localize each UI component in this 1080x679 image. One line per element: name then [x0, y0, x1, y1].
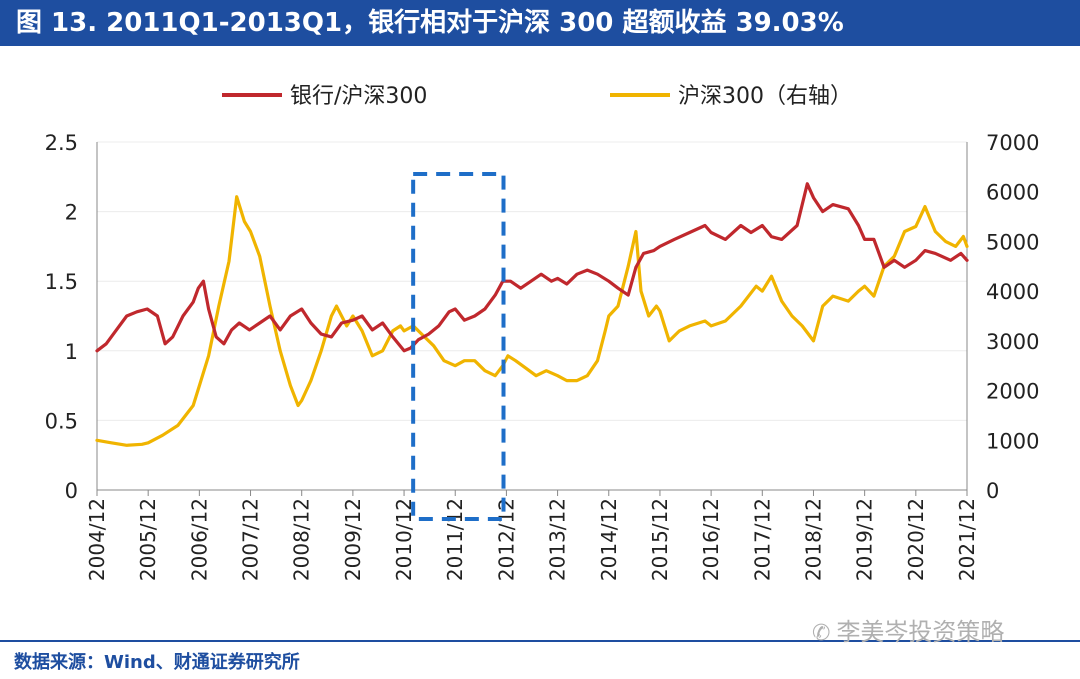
- wechat-icon: ✆: [812, 621, 831, 646]
- y-right-tick-label: 4000: [986, 280, 1039, 304]
- y-right-tick-label: 0: [986, 479, 999, 503]
- chart: 银行/沪深300 沪深300（右轴） 0 0.5 1 1.5 2 2.5 0 1000 200…: [45, 84, 1040, 581]
- x-tick-label: 2016/12: [699, 498, 723, 581]
- legend-label-bank-ratio: 银行/沪深300: [290, 84, 427, 109]
- x-tick-label: 2011/12: [443, 498, 467, 581]
- y-axis-right: 0 1000 2000 3000 4000 5000 6000 7000: [986, 131, 1039, 503]
- x-tick-label: 2015/12: [648, 498, 672, 581]
- x-tick-label: 2017/12: [750, 498, 774, 581]
- y-left-tick-label: 2.5: [45, 131, 78, 155]
- y-axis-left: 0 0.5 1 1.5 2 2.5: [45, 131, 78, 503]
- x-tick-label: 2012/12: [494, 498, 518, 581]
- y-right-tick-label: 7000: [986, 131, 1039, 155]
- x-tick-label: 2013/12: [546, 498, 570, 581]
- series-line-csi300: [95, 195, 969, 447]
- y-left-tick-label: 0.5: [45, 409, 78, 433]
- y-right-tick-label: 6000: [986, 181, 1039, 205]
- x-tick-label: 2009/12: [341, 498, 365, 581]
- legend-label-csi300: 沪深300（右轴）: [678, 84, 852, 109]
- highlight-box: [411, 172, 506, 521]
- x-tick-label: 2014/12: [597, 498, 621, 581]
- x-tick-label: 2021/12: [955, 498, 979, 581]
- x-tick-label: 2004/12: [85, 498, 109, 581]
- footer-divider: [0, 640, 1080, 642]
- y-left-tick-label: 2: [65, 201, 78, 225]
- y-left-tick-label: 1.5: [45, 270, 78, 294]
- y-left-tick-label: 1: [65, 340, 78, 364]
- y-left-tick-label: 0: [65, 479, 78, 503]
- y-right-tick-label: 5000: [986, 230, 1039, 254]
- watermark-text: 李美岑投资策略: [836, 618, 1005, 646]
- series-lines: [95, 182, 969, 447]
- axes: [96, 142, 968, 496]
- y-right-tick-label: 3000: [986, 330, 1039, 354]
- x-tick-label: 2005/12: [136, 498, 160, 581]
- series-line-bank-ratio: [95, 182, 969, 353]
- highlight-period-box: [411, 172, 506, 521]
- x-tick-label: 2018/12: [801, 498, 825, 581]
- watermark: ✆ 李美岑投资策略: [812, 612, 1004, 647]
- y-right-tick-label: 1000: [986, 429, 1039, 453]
- figure-title: 图 13. 2011Q1-2013Q1，银行相对于沪深 300 超额收益 39.…: [0, 0, 1080, 46]
- x-tick-label: 2007/12: [239, 498, 263, 581]
- y-right-tick-label: 2000: [986, 380, 1039, 404]
- x-axis-labels: 2004/12 2005/12 2006/12 2007/12 2008/12 2009/…: [85, 498, 979, 581]
- source-note: 数据来源：Wind、财通证券研究所: [14, 652, 300, 673]
- x-tick-label: 2020/12: [904, 498, 928, 581]
- x-tick-label: 2008/12: [290, 498, 314, 581]
- x-tick-label: 2019/12: [853, 498, 877, 581]
- x-tick-label: 2006/12: [187, 498, 211, 581]
